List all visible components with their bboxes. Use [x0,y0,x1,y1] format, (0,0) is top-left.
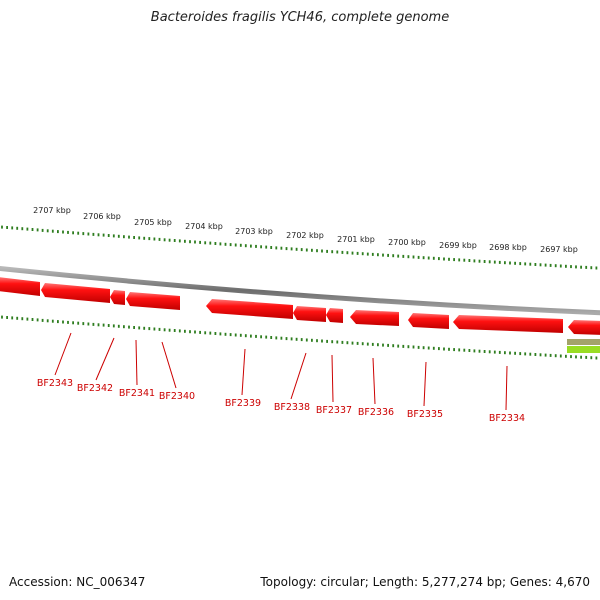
gene-arrow[interactable] [0,277,40,296]
gene-arrow-bf2343[interactable] [41,283,110,303]
ruler-label: 2700 kbp [388,238,426,247]
feature-band [567,339,600,353]
map-title: Bacteroides fragilis YCH46, complete gen… [150,10,450,25]
gene-arrow-bf2335[interactable] [408,313,449,329]
gene-arrow-bf2334[interactable] [453,315,563,333]
gene-label[interactable]: BF2339 [225,398,261,409]
gene-label[interactable]: BF2342 [77,383,113,394]
genome-summary-text: Topology: circular; Length: 5,277,274 bp… [260,575,590,589]
gene-track [0,277,600,335]
ruler-label: 2701 kbp [337,235,375,244]
gene-label[interactable]: BF2336 [358,407,394,418]
gene-label[interactable]: BF2337 [316,405,352,416]
ruler-label: 2703 kbp [235,227,273,236]
gene-label[interactable]: BF2334 [489,413,525,424]
ruler-label: 2702 kbp [286,231,324,240]
accession-text: Accession: NC_006347 [9,575,146,589]
ruler-label: 2706 kbp [83,212,121,221]
gene-arrow-bf2342[interactable] [110,290,125,305]
genome-backbone [0,266,600,316]
ruler-top [1,225,598,270]
ruler-label: 2699 kbp [439,241,477,250]
gene-label[interactable]: BF2340 [159,391,195,402]
gene-arrow[interactable] [568,320,600,335]
ruler-label: 2705 kbp [134,218,172,227]
gene-label-leaders [54,332,508,411]
ruler-label: 2707 kbp [33,206,71,215]
gene-arrow-bf2338[interactable] [293,306,326,322]
ruler-label: 2704 kbp [185,222,223,231]
ruler-labels: 2707 kbp 2706 kbp 2705 kbp 2704 kbp 2703… [33,206,578,254]
gene-arrow-bf2339[interactable] [206,299,293,319]
gene-label[interactable]: BF2343 [37,378,73,389]
gene-arrow-bf2336[interactable] [350,310,399,326]
ruler-label: 2697 kbp [540,245,578,254]
gene-label[interactable]: BF2335 [407,409,443,420]
gene-labels: BF2343 BF2342 BF2341 BF2340 BF2339 BF233… [37,378,525,424]
ruler-bottom [1,315,598,360]
gene-arrow-bf2337[interactable] [326,308,343,323]
gene-arrow-bf2341[interactable] [126,292,180,310]
gene-label[interactable]: BF2338 [274,402,310,413]
gene-label[interactable]: BF2341 [119,388,155,399]
ruler-label: 2698 kbp [489,243,527,252]
